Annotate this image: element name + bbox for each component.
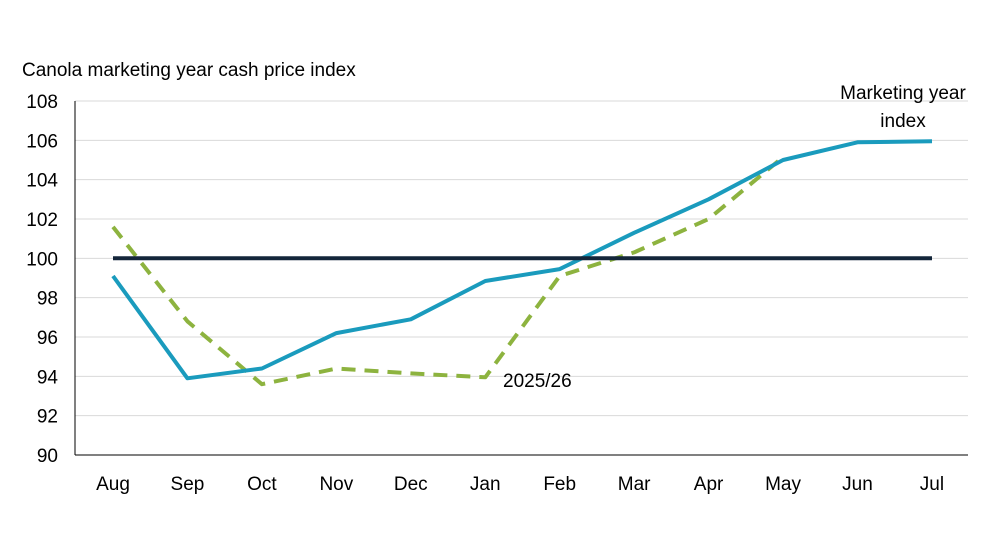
marketing-year-index-label-line2: index (880, 111, 926, 132)
x-tick-labels: Aug Sep Oct Nov Dec Jan Feb Mar Apr May Jun Jul (96, 474, 944, 495)
y-tick-label: 98 (37, 289, 58, 310)
x-tick-label: Aug (96, 474, 130, 495)
x-tick-label: Oct (247, 474, 277, 495)
x-tick-label: Jan (470, 474, 501, 495)
y-tick-label: 106 (26, 131, 58, 152)
y-tick-label: 96 (37, 328, 58, 349)
y-tick-label: 90 (37, 446, 58, 467)
y-tick-label: 104 (26, 171, 58, 192)
y-axis-title: Canola marketing year cash price index (22, 60, 356, 81)
y-tick-label: 108 (26, 92, 58, 113)
x-tick-label: Jun (842, 474, 873, 495)
series-2025-26-label: 2025/26 (503, 371, 572, 392)
x-tick-label: Mar (618, 474, 651, 495)
y-tick-label: 100 (26, 249, 58, 270)
x-tick-label: Feb (543, 474, 576, 495)
x-tick-label: Jul (920, 474, 944, 495)
x-tick-label: Apr (694, 474, 724, 495)
x-tick-label: Nov (319, 474, 353, 495)
x-tick-label: Sep (171, 474, 205, 495)
x-tick-label: Dec (394, 474, 428, 495)
marketing-year-index-label-line1: Marketing year (840, 83, 966, 104)
x-tick-label: May (765, 474, 801, 495)
y-tick-labels: 90 92 94 96 98 100 102 104 106 108 (26, 92, 58, 467)
annotations: Marketing year index 2025/26 (503, 83, 966, 392)
series-group (111, 139, 933, 387)
series-line-marketing-year-index (111, 139, 933, 381)
y-tick-label: 92 (37, 407, 58, 428)
series-line-2025-26 (111, 155, 785, 387)
y-tick-label: 94 (37, 367, 59, 388)
y-tick-label: 102 (26, 210, 58, 231)
